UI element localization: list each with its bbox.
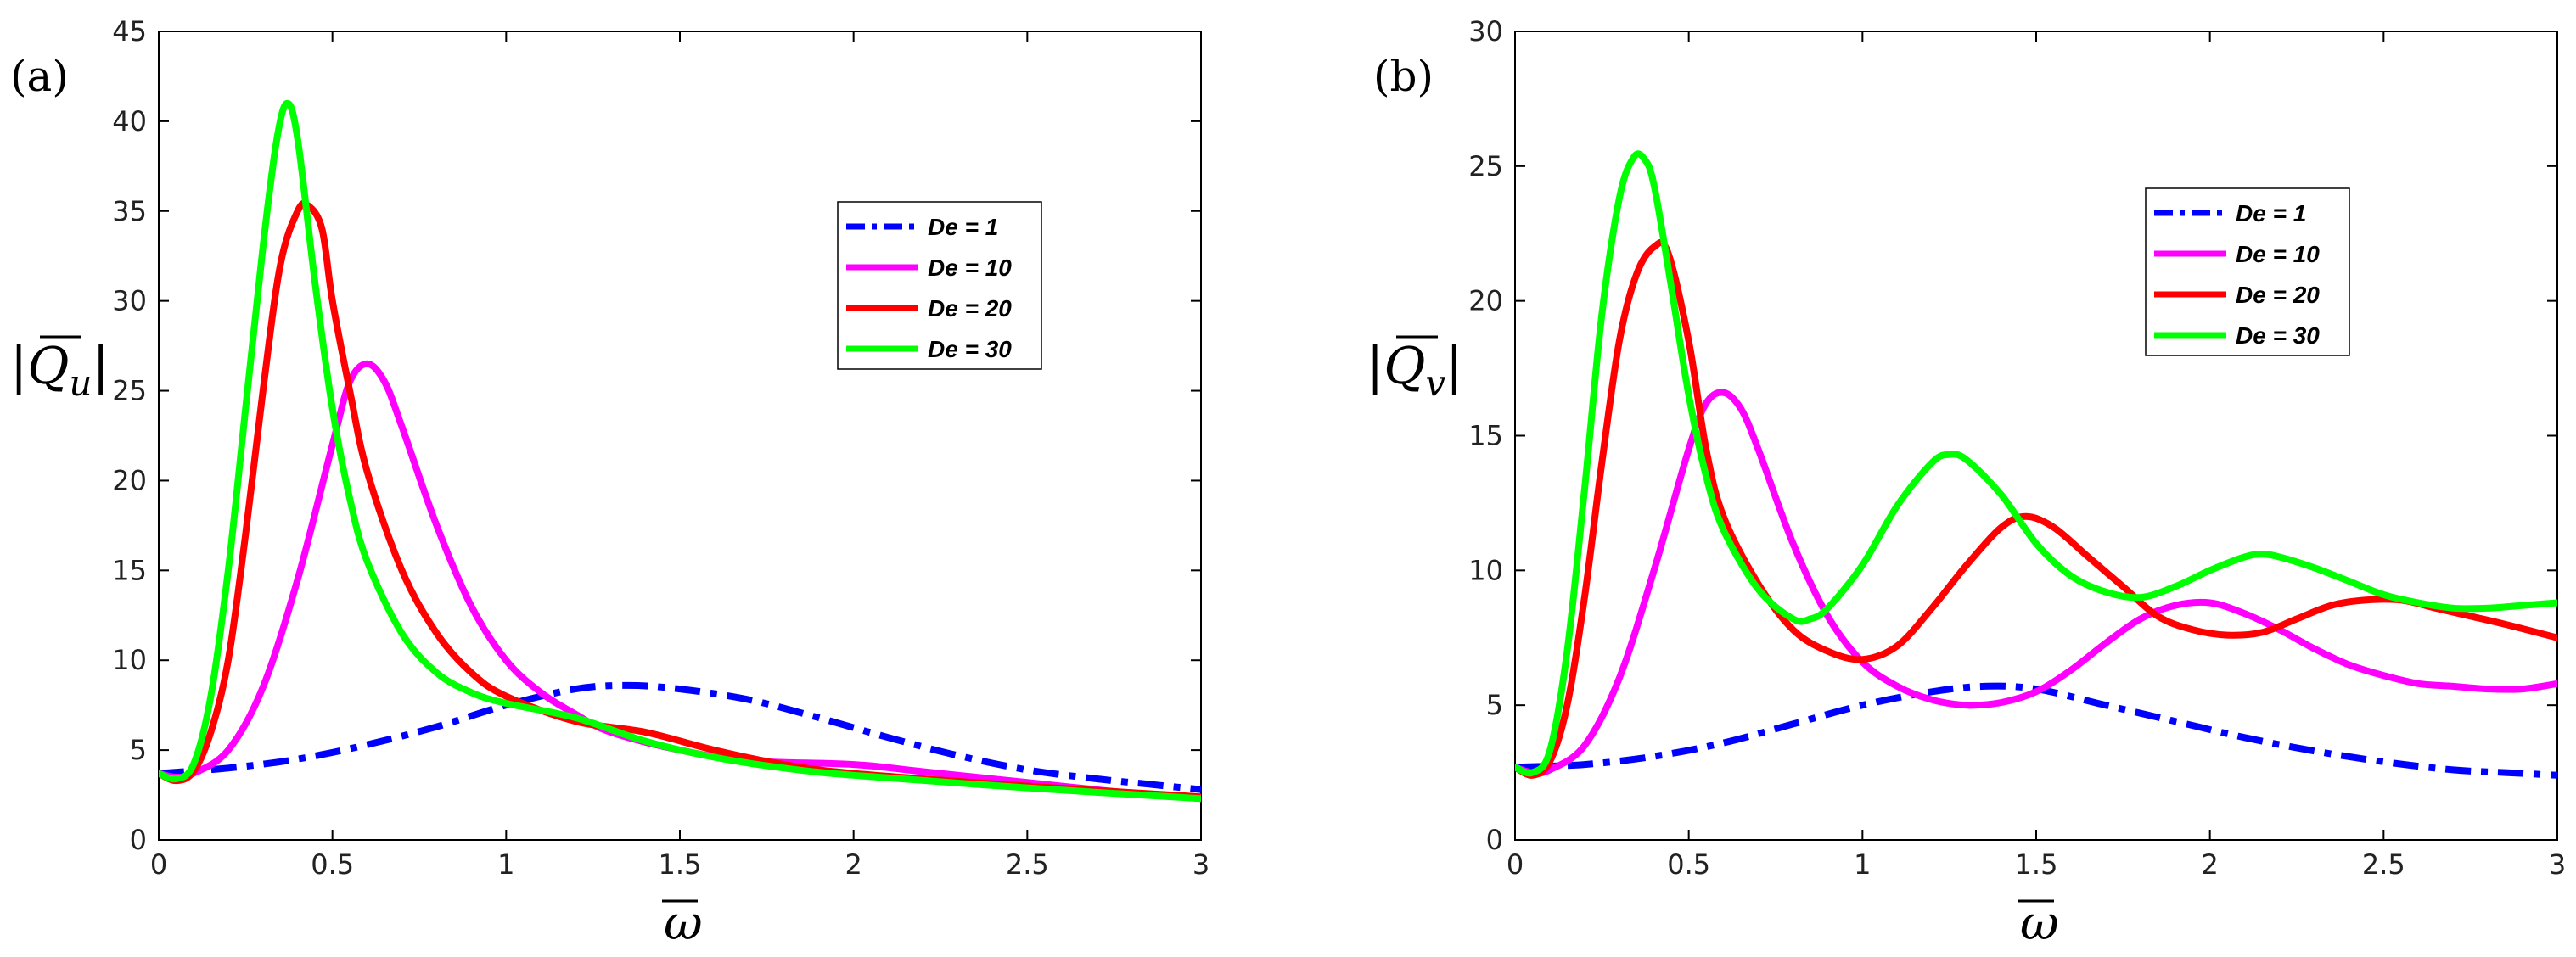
y-tick-label-a: 35: [112, 195, 147, 227]
series-line-a-de20: [159, 199, 1201, 801]
y-tick-label-b: 30: [1468, 15, 1503, 48]
plot-frame-b: [1514, 31, 2558, 841]
y-tick-label-b: 15: [1468, 420, 1503, 452]
x-tick-label-b: 0: [1507, 848, 1524, 881]
y-axis-label-b: |Qv|: [1367, 335, 1462, 404]
y-tick-label-a: 5: [130, 734, 147, 766]
plot-frame-a: [158, 31, 1202, 841]
series-line-a-de10: [159, 360, 1201, 803]
y-tick-label-b: 20: [1468, 285, 1503, 317]
y-label-sub-b: v: [1425, 362, 1445, 404]
svg-text:|Qv|: |Qv|: [1367, 337, 1462, 404]
x-tick-label-a: 1: [497, 848, 514, 881]
x-axis-label-b: ω: [2018, 896, 2059, 951]
series-line-b-de10: [1515, 389, 2557, 777]
legend-label-a-de30: De = 30: [928, 336, 1012, 362]
y-tick-label-a: 40: [112, 105, 147, 137]
y-tick-label-a: 20: [112, 464, 147, 496]
x-tick-label-a: 2: [845, 848, 861, 881]
y-tick-label-a: 15: [112, 554, 147, 586]
x-tick-label-b: 2: [2201, 848, 2218, 881]
legend-label-b-de1: De = 1: [2236, 200, 2306, 227]
panel-label-b: (b): [1373, 52, 1434, 101]
series-line-b-de20: [1515, 238, 2557, 779]
legend-b: De = 1 De = 10 De = 20 De = 30: [2145, 187, 2350, 356]
legend-label-a-de1: De = 1: [928, 214, 998, 240]
svg-text:|Qu|: |Qu|: [10, 337, 109, 404]
y-tick-label-a: 25: [112, 375, 147, 407]
legend-label-a-de20: De = 20: [928, 295, 1012, 322]
y-tick-label-a: 45: [112, 15, 147, 48]
x-tick-label-a: 0: [150, 848, 167, 881]
panel-a: (a) |Qu| ω 0 0.5 1 1.5 2 2.5 30510152025303540…: [10, 15, 1209, 951]
legend-box-a: [837, 201, 1042, 370]
legend-label-b-de20: De = 20: [2236, 282, 2320, 308]
y-tick-label-b: 0: [1486, 824, 1503, 856]
y-axis-label-a: |Qu|: [10, 335, 109, 404]
series-a: [159, 99, 1201, 803]
x-axis-label-a: ω: [662, 896, 703, 951]
y-label-main-b: |Q: [1367, 337, 1425, 396]
x-label-b: ω: [2020, 896, 2059, 951]
y-tick-label-a: 0: [130, 824, 147, 856]
x-tick-label-b: 0.5: [1667, 848, 1710, 881]
series-line-b-de1: [1515, 682, 2557, 779]
series-line-a-de30: [159, 99, 1201, 803]
y-label-sub-a: u: [69, 362, 92, 404]
x-tick-label-a: 3: [1193, 848, 1209, 881]
series-b: [1515, 150, 2557, 779]
x-tick-label-a: 2.5: [1006, 848, 1049, 881]
y-tick-label-b: 25: [1468, 150, 1503, 182]
series-line-b-de30: [1515, 150, 2557, 777]
legend-box-b: [2145, 187, 2350, 356]
legend-label-b-de30: De = 30: [2236, 322, 2320, 349]
y-tick-label-a: 30: [112, 285, 147, 317]
y-label-main-a: |Q: [10, 337, 69, 396]
legend-label-b-de10: De = 10: [2236, 241, 2320, 267]
legend-label-a-de10: De = 10: [928, 255, 1012, 281]
x-tick-label-b: 2.5: [2362, 848, 2405, 881]
y-tick-label-b: 5: [1486, 689, 1503, 721]
panel-label-a: (a): [10, 52, 69, 101]
x-tick-label-a: 0.5: [311, 848, 354, 881]
y-tick-label-a: 10: [112, 644, 147, 676]
x-tick-label-b: 1.5: [2015, 848, 2058, 881]
y-tick-label-b: 10: [1468, 554, 1503, 586]
x-label-a: ω: [664, 896, 703, 951]
x-tick-label-a: 1.5: [659, 848, 702, 881]
x-tick-label-b: 1: [1854, 848, 1871, 881]
series-line-a-de1: [159, 681, 1201, 793]
legend-a: De = 1 De = 10 De = 20 De = 30: [837, 201, 1042, 370]
x-tick-label-b: 3: [2549, 848, 2566, 881]
